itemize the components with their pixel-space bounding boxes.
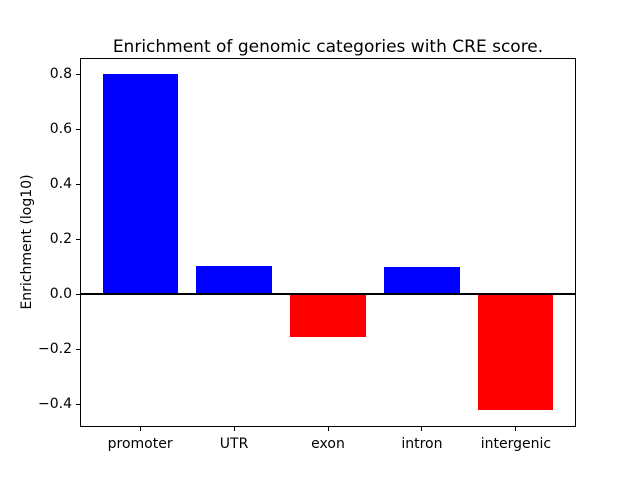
zero-line <box>80 293 576 296</box>
y-tick-label--0.4: −0.4 <box>38 396 72 413</box>
x-tick-label-intron: intron <box>401 436 443 452</box>
bar-promoter <box>102 74 178 295</box>
x-tick-UTR <box>233 427 235 431</box>
y-tick-0.2 <box>76 238 80 240</box>
y-tick-label-0.2: 0.2 <box>49 231 72 248</box>
y-tick--0.4 <box>76 403 80 405</box>
y-tick--0.2 <box>76 348 80 350</box>
x-tick-intergenic <box>515 427 517 431</box>
bar-intron <box>384 266 460 295</box>
y-tick-label-0.8: 0.8 <box>49 66 72 83</box>
y-tick-label-0.4: 0.4 <box>49 176 72 193</box>
x-tick-exon <box>327 427 329 431</box>
y-tick-label-0: 0.0 <box>49 286 72 303</box>
bar-intergenic <box>478 294 554 410</box>
y-tick-0 <box>76 293 80 295</box>
bar-UTR <box>196 265 272 295</box>
y-tick-0.8 <box>76 73 80 75</box>
y-tick-label-0.6: 0.6 <box>49 121 72 138</box>
x-tick-label-promoter: promoter <box>107 436 173 452</box>
y-tick-0.4 <box>76 183 80 185</box>
x-tick-label-exon: exon <box>311 436 345 452</box>
bar-exon <box>290 294 366 338</box>
x-tick-label-UTR: UTR <box>219 436 249 452</box>
y-tick-label--0.2: −0.2 <box>38 341 72 358</box>
y-tick-0.6 <box>76 128 80 130</box>
chart-title: Enrichment of genomic categories with CR… <box>112 37 544 57</box>
x-tick-intron <box>421 427 423 431</box>
x-tick-label-intergenic: intergenic <box>480 436 552 452</box>
x-tick-promoter <box>139 427 141 431</box>
